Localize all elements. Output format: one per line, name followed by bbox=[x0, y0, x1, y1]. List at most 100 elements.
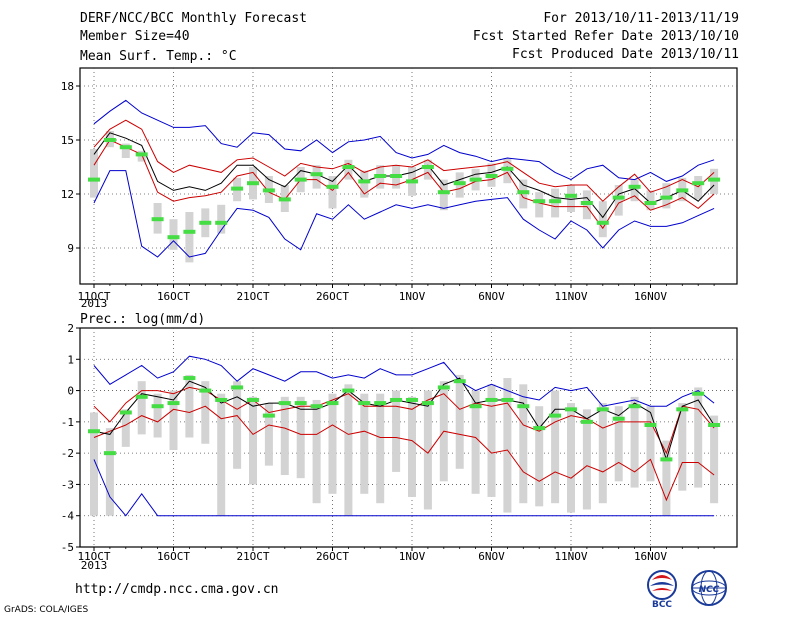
ensemble-bar bbox=[312, 165, 321, 189]
x-tick-label: 16NOV bbox=[634, 290, 667, 303]
mean-marker bbox=[103, 138, 116, 142]
x-tick-label: 11NOV bbox=[554, 550, 587, 563]
ensemble-bar bbox=[710, 415, 719, 504]
mean-marker bbox=[676, 188, 689, 193]
x-tick-label: 21OCT bbox=[236, 550, 269, 563]
x-tick-label: 26OCT bbox=[316, 550, 349, 563]
mean-marker bbox=[390, 397, 403, 402]
y-tick-label: 18 bbox=[61, 80, 74, 93]
ensemble-bar bbox=[105, 428, 114, 516]
mean-marker bbox=[262, 413, 275, 418]
x-tick-label: 16OCT bbox=[157, 550, 190, 563]
ensemble-bar bbox=[344, 384, 353, 516]
mean-marker bbox=[565, 193, 577, 198]
mean-marker bbox=[294, 401, 307, 406]
grads-credit: GrADS: COLA/IGES bbox=[4, 605, 89, 615]
median-line bbox=[93, 377, 715, 462]
mean-marker bbox=[644, 201, 657, 205]
ensemble-bar bbox=[280, 396, 289, 476]
mean-marker bbox=[358, 401, 371, 406]
mean-marker bbox=[660, 457, 673, 462]
mean-marker bbox=[88, 177, 100, 182]
prec-panel-label: Prec.: log(mm/d) bbox=[80, 312, 205, 327]
chart-title: DERF/NCC/BCC Monthly Forecast bbox=[80, 11, 307, 26]
mean-marker bbox=[660, 195, 673, 200]
started-refer-date-label: Fcst Started Refer Date 2013/10/10 bbox=[472, 29, 739, 44]
mean-marker bbox=[485, 397, 498, 402]
mean-marker bbox=[549, 413, 562, 418]
produced-date-label: Fcst Produced Date 2013/10/11 bbox=[512, 47, 739, 62]
ensemble-bar bbox=[217, 393, 226, 516]
mean-marker bbox=[453, 181, 466, 186]
ensemble-bar bbox=[121, 409, 130, 447]
mean-marker bbox=[326, 401, 339, 406]
temp-panel-label: Mean Surf. Temp.: °C bbox=[80, 49, 237, 64]
bcc-logo-text: BCC bbox=[652, 600, 672, 608]
ensemble-bar bbox=[360, 170, 369, 198]
ensemble-bar bbox=[646, 406, 655, 482]
x-tick-label: 1NOV bbox=[399, 290, 426, 303]
mean-marker bbox=[231, 186, 244, 191]
mean-marker bbox=[708, 422, 721, 427]
ensemble-bar bbox=[630, 179, 639, 202]
mean-marker bbox=[580, 419, 593, 424]
ensemble-bar bbox=[503, 378, 512, 513]
max-line bbox=[93, 99, 715, 182]
mean-marker bbox=[644, 422, 657, 427]
mean-marker bbox=[421, 165, 434, 169]
footer-url[interactable]: http://cmdp.ncc.cma.gov.cn bbox=[75, 582, 279, 597]
x-tick-label: 11OCT bbox=[77, 550, 110, 563]
mean-marker bbox=[565, 407, 577, 412]
ensemble-bar bbox=[423, 159, 432, 180]
mean-marker bbox=[310, 172, 323, 177]
mean-marker bbox=[708, 177, 721, 182]
ensemble-bar bbox=[90, 412, 98, 516]
mean-marker bbox=[485, 174, 498, 178]
mean-marker bbox=[580, 201, 593, 205]
mean-marker bbox=[215, 220, 228, 225]
mean-marker bbox=[628, 184, 641, 189]
mean-marker bbox=[342, 165, 355, 169]
mean-marker bbox=[437, 385, 450, 390]
ensemble-bar bbox=[598, 201, 607, 238]
ensemble-bar bbox=[153, 393, 162, 438]
x-tick-label: 11OCT bbox=[77, 290, 110, 303]
mean-marker bbox=[596, 407, 609, 412]
ensemble-bar bbox=[360, 393, 369, 494]
mean-marker bbox=[676, 407, 689, 412]
x-tick-label: 6NOV bbox=[478, 550, 505, 563]
x-tick-label: 1NOV bbox=[399, 550, 426, 563]
mean-marker bbox=[215, 397, 228, 402]
median-line bbox=[93, 132, 715, 219]
mean-marker bbox=[692, 391, 705, 396]
mean-marker bbox=[453, 379, 466, 384]
mean-marker bbox=[88, 429, 100, 434]
mean-marker bbox=[183, 376, 196, 381]
ensemble-bar bbox=[90, 149, 98, 198]
mean-marker bbox=[406, 397, 418, 402]
ensemble-bar bbox=[376, 393, 385, 504]
x-tick-label: 11NOV bbox=[554, 290, 587, 303]
ensemble-bar bbox=[328, 176, 337, 209]
mean-marker bbox=[247, 397, 259, 402]
mean-marker bbox=[549, 199, 562, 204]
mean-marker bbox=[533, 426, 546, 431]
ensemble-bar bbox=[535, 192, 544, 218]
x-tick-label: 26OCT bbox=[316, 290, 349, 303]
ensemble-bar bbox=[169, 219, 178, 250]
min-line bbox=[93, 459, 715, 517]
y-tick-label: -2 bbox=[61, 447, 74, 460]
forecast-period-label: For 2013/10/11-2013/11/19 bbox=[543, 11, 739, 26]
ensemble-bar bbox=[264, 403, 273, 466]
mean-marker bbox=[342, 388, 355, 393]
mean-marker bbox=[596, 220, 609, 225]
mean-marker bbox=[374, 401, 387, 406]
y-tick-label: -5 bbox=[61, 541, 74, 554]
mean-marker bbox=[501, 397, 514, 402]
mean-marker bbox=[612, 416, 625, 421]
mean-marker bbox=[135, 152, 148, 157]
y-tick-label: 0 bbox=[67, 385, 74, 398]
ensemble-bar bbox=[169, 390, 178, 451]
mean-marker bbox=[167, 235, 180, 240]
mean-marker bbox=[390, 174, 403, 178]
